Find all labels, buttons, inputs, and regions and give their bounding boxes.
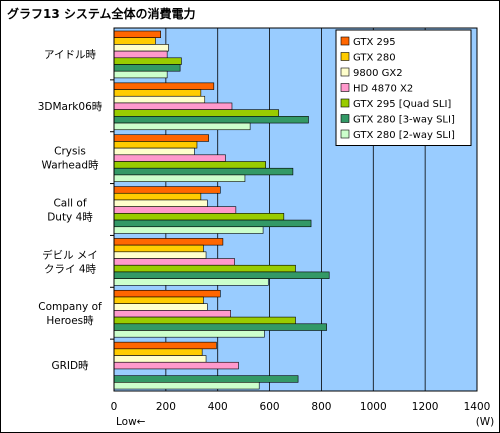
bar-1-1 [113,89,202,97]
legend-label: 9800 GX2 [353,68,403,79]
bar-5-6 [113,330,265,338]
legend-label: GTX 295 [Quad SLI] [353,99,451,110]
bar-6-6 [113,382,260,390]
legend-label: GTX 295 [353,37,396,48]
bar-3-1 [113,192,202,201]
bar-6-2 [113,355,207,363]
bar-1-4 [113,109,279,117]
bar-5-1 [113,296,204,304]
bar-1-3 [113,102,233,110]
legend-box [335,29,472,146]
bar-6-1 [113,348,203,356]
x-tick-label: 1200 [412,401,439,413]
category-label: GRID時 [51,360,89,372]
category-label: アイドル時 [44,49,96,61]
category-label: Crysis [54,146,86,158]
x-tick-label: 200 [156,401,176,413]
bar-5-5 [113,323,327,331]
bar-4-2 [113,251,207,259]
category-label: Company of [38,301,102,313]
x-tick-label: 400 [208,401,228,413]
category-label: デビル メイ [42,248,98,261]
legend-swatch [340,36,350,46]
plot-border [113,27,478,392]
chart-title: グラフ13 システム全体の消費電力 [7,6,196,21]
bar-4-6 [113,278,269,286]
bar-4-5 [113,271,330,279]
x-tick-label: 600 [260,401,280,413]
bar-1-6 [113,122,251,131]
bar-4-1 [113,244,204,253]
bar-4-4 [113,264,296,273]
bar-0-2 [113,44,169,52]
bar-3-0 [113,186,221,194]
bar-0-0 [113,30,161,38]
bar-2-2 [113,147,195,156]
x-tick-label: 800 [311,401,331,413]
bar-5-0 [113,289,221,298]
legend-label: GTX 280 [3-way SLI] [353,115,455,126]
bar-4-3 [113,258,235,266]
bar-2-4 [113,161,266,169]
bar-4-0 [113,238,224,246]
bar-3-2 [113,199,208,207]
bar-0-6 [113,70,168,79]
legend-label: HD 4870 X2 [353,84,413,95]
category-label: Heroes時 [46,315,94,327]
bar-5-3 [113,310,231,318]
low-label: Low← [116,416,146,428]
category-label: 3DMark06時 [38,101,103,113]
bar-0-1 [113,37,156,45]
bar-6-5 [113,375,299,383]
bar-1-5 [113,116,309,124]
unit-label: (W) [476,416,495,428]
x-tick-label: 1400 [464,401,491,413]
legend-label: GTX 280 [2-way SLI] [353,130,455,141]
bar-3-4 [113,213,285,221]
bar-2-1 [113,141,198,149]
bar-1-2 [113,95,206,104]
legend-swatch [340,114,350,123]
bar-3-5 [113,219,312,228]
category-label: Call of [53,198,86,210]
category-label: Duty 4時 [47,212,93,224]
x-tick-label: 1000 [360,401,387,413]
legend-swatch [340,98,350,108]
bar-1-0 [113,82,215,90]
x-tick-label: 0 [111,401,118,413]
bar-2-3 [113,154,226,162]
legend-swatch [340,83,350,92]
legend-swatch [340,67,350,77]
legend-swatch [340,129,350,139]
category-label: Warhead時 [42,160,99,172]
bar-2-0 [113,134,209,142]
bar-5-4 [113,316,296,325]
bar-6-0 [113,341,217,350]
bar-6-3 [113,361,239,370]
bar-0-4 [113,57,182,65]
bar-0-5 [113,64,181,72]
bar-2-6 [113,174,246,182]
legend-swatch [340,52,350,61]
bar-2-5 [113,167,294,176]
bar-3-3 [113,206,237,214]
bar-3-6 [113,226,264,234]
bar-0-3 [113,50,168,59]
category-label: クライ 4時 [44,263,97,275]
bar-5-2 [113,303,208,311]
legend-label: GTX 280 [353,53,396,64]
